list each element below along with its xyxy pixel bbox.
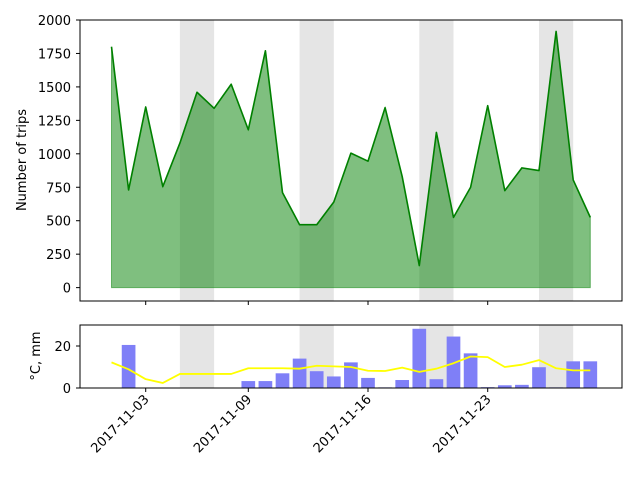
precipitation-bar [429, 379, 444, 388]
precipitation-bar [463, 353, 478, 388]
y-tick-label: 750 [46, 181, 71, 196]
top-plot-frame [79, 19, 623, 302]
precipitation-bar [326, 376, 341, 388]
precipitation-bar [258, 381, 273, 388]
bottom-y-axis-ticks: 0 20 [54, 340, 80, 397]
y-tick-label: 1250 [38, 114, 71, 129]
precipitation-bar [566, 361, 581, 388]
y-tick-label: 1750 [38, 47, 71, 62]
y-tick-label: 0 [63, 282, 71, 297]
trips-panel: 0 250 500 750 1000 1250 1500 1750 2000 Number of… [15, 14, 623, 305]
y-tick-label: 20 [54, 340, 71, 355]
temperature-line [111, 355, 591, 384]
bottom-plot-frame [79, 324, 623, 389]
precipitation-bar [344, 362, 358, 388]
precipitation-bar [532, 367, 546, 388]
precipitation-bar [361, 377, 375, 388]
y-tick-label: 0 [63, 382, 71, 397]
trips-series [110, 30, 592, 289]
precipitation-bar [412, 328, 427, 388]
y-tick-label: 250 [46, 248, 71, 263]
precipitation-bar [292, 358, 307, 388]
precipitation-bar [583, 361, 598, 388]
precipitation-bar [395, 380, 410, 388]
precipitation-bar [121, 344, 136, 388]
top-y-axis-title: Number of trips [15, 109, 30, 211]
precipitation-bar [309, 371, 324, 388]
bottom-y-axis-title: °C, mm [29, 331, 44, 380]
precipitation-bar [241, 381, 256, 388]
precipitation-bar [275, 373, 290, 388]
precipitation-bars [121, 328, 598, 388]
y-tick-label: 500 [46, 215, 71, 230]
top-x-axis-ticks [145, 301, 489, 305]
weekend-band [179, 325, 215, 388]
precipitation-bar [515, 384, 529, 388]
y-tick-label: 2000 [38, 14, 71, 29]
precipitation-bar [497, 385, 512, 388]
top-y-axis-ticks: 0 250 500 750 1000 1250 1500 1750 2000 [38, 14, 80, 297]
y-tick-label: 1500 [38, 81, 71, 96]
y-tick-label: 1000 [38, 148, 71, 163]
